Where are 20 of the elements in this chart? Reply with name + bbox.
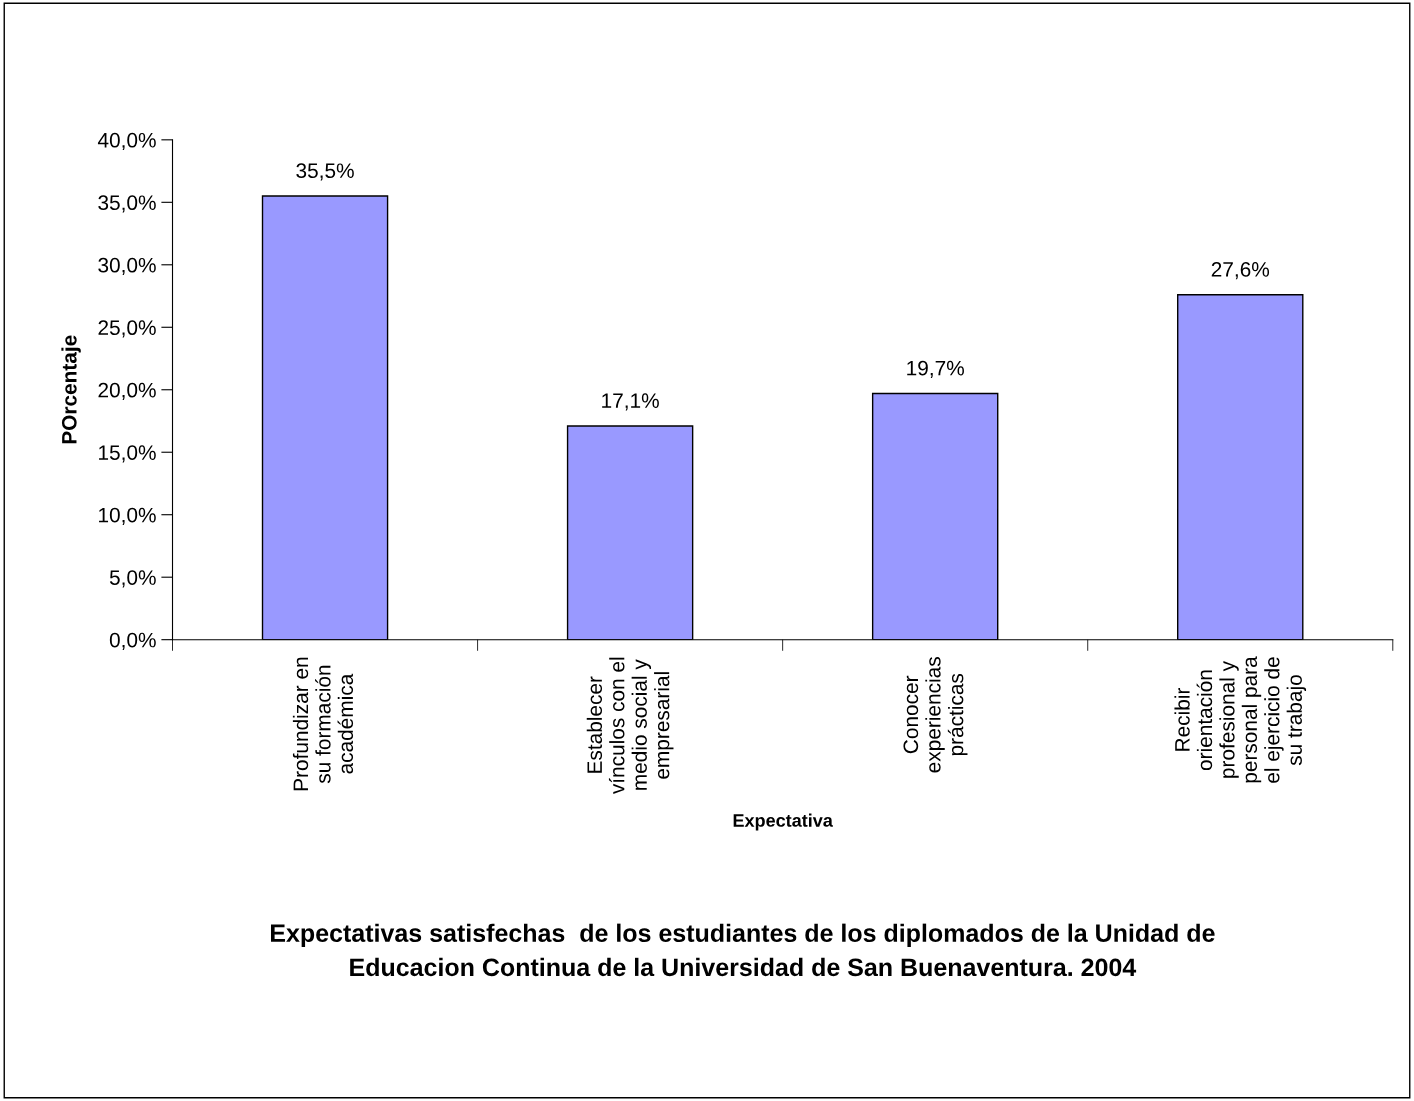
y-tick-label: 5,0%: [109, 570, 156, 588]
y-tick-label: 15,0%: [99, 445, 156, 463]
data-label: 35,5%: [296, 163, 354, 181]
y-tick-label: 35,0%: [98, 195, 156, 213]
x-axis-title: Expectativa: [733, 813, 833, 831]
data-label: 19,7%: [907, 360, 964, 378]
text: Expectativas satisfechas de los estudiantes de los diplomados de la Unidad de Educacion Continua de la Universidad de San Buenaventura. 2004: [271, 923, 1215, 977]
data-label: 17,1%: [602, 393, 659, 411]
data-label: 27,6%: [1211, 262, 1270, 280]
y-tick-label: 20,0%: [98, 382, 156, 400]
y-tick-label: 25,0%: [98, 320, 156, 338]
y-axis-title: POrcentaje: [61, 335, 81, 444]
y-tick-label: 10,0%: [99, 507, 156, 525]
y-tick-label: 30,0%: [98, 257, 156, 276]
y-tick-label: 0,0%: [109, 632, 156, 650]
x-tick-label: Recibir orientación profesional y personal para el ejercicio de su trabajo: [1174, 656, 1307, 783]
x-tick-label: Establecer vínculos con el medio social y empresarial: [586, 657, 674, 795]
x-tick-label: Conocer experiencias prácticas: [903, 657, 968, 773]
x-tick-label: Profundizar en su formación académica: [292, 657, 354, 791]
y-tick-label: 40,0%: [97, 132, 156, 151]
